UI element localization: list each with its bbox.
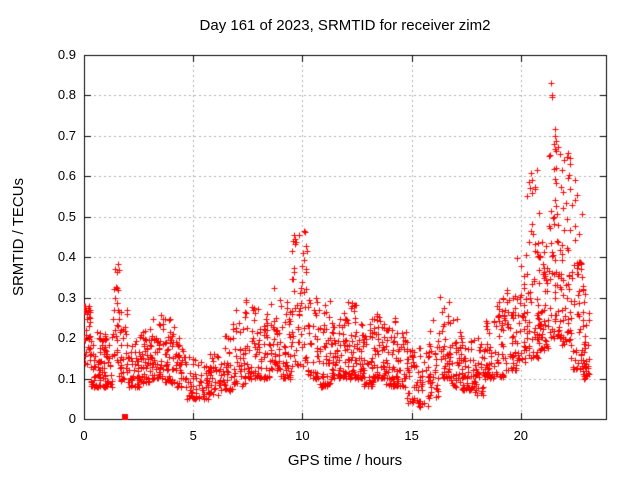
y-tick-label-0.2: 0.2 — [57, 330, 76, 346]
y-tick-label-0: 0 — [68, 411, 76, 426]
y-tick-label-0.1: 0.1 — [57, 370, 76, 386]
y-axis-label: SRMTID / TECUs — [10, 177, 27, 297]
y-tick-label-0.9: 0.9 — [57, 47, 76, 62]
x-axis-label: GPS time / hours — [287, 452, 403, 469]
y-tick-label-0.3: 0.3 — [57, 289, 76, 305]
y-tick-label-0.7: 0.7 — [57, 127, 76, 143]
x-tick-label-5: 5 — [189, 428, 197, 443]
x-tick-label-0: 0 — [80, 428, 88, 443]
x-tick-label-20: 20 — [513, 428, 529, 443]
chart-title: Day 161 of 2023, SRMTID for receiver zim… — [199, 17, 491, 34]
x-tick-label-15: 15 — [404, 428, 419, 443]
x-tick-label-10: 10 — [295, 428, 310, 443]
y-tick-label-0.8: 0.8 — [57, 87, 76, 103]
y-tick-label-0.5: 0.5 — [57, 208, 76, 224]
y-tick-label-0.4: 0.4 — [57, 249, 76, 265]
y-tick-label-0.6: 0.6 — [57, 168, 76, 184]
